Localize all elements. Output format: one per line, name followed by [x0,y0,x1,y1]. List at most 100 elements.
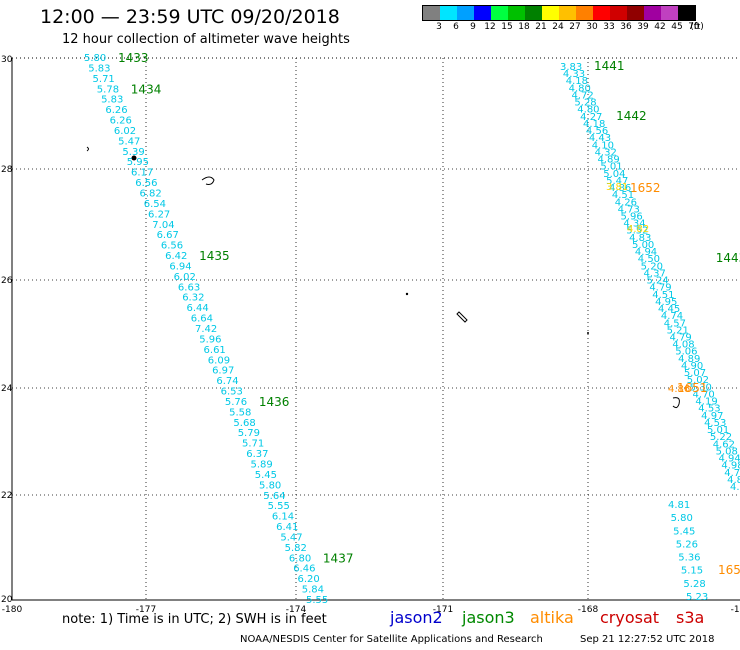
swh-value: 6.14 [272,512,294,523]
swh-value: 6.94 [169,261,191,272]
color-scale-tick: 36 [620,22,632,32]
swh-value: 6.02 [114,126,136,137]
swh-value: 5.71 [93,74,115,85]
swh-value: 5.36 [678,553,700,564]
legend-item-jason2: jason2 [390,608,443,627]
swh-value: 5.80 [84,53,106,64]
swh-value: 4.97 [701,411,723,422]
color-scale-tick: 21 [535,22,547,32]
latitude-label: 30 [1,55,13,65]
color-scale-tick: 42 [654,22,666,32]
swh-value: 5.04 [603,169,625,180]
note-text: note: 1) Time is in UTC; 2) SWH is in fe… [62,612,327,627]
swh-value: 4.32 [595,147,617,158]
swh-value: 4.81 [668,500,690,511]
swh-value: 4.74 [661,311,683,322]
island-shape [86,146,89,152]
swh-value: 4.50 [638,254,660,265]
swh-value: 6.64 [191,314,213,325]
swh-value: 4.98 [721,461,740,472]
swh-value: 4.73 [618,204,640,215]
color-swatch [559,6,576,20]
page-subtitle: 12 hour collection of altimeter wave hei… [62,32,350,47]
swh-value: 4.95 [655,297,677,308]
color-swatch [576,6,593,20]
color-swatch [593,6,610,20]
island-shape [672,397,680,409]
swh-value: 5.08 [716,446,738,457]
color-swatch [610,6,627,20]
color-swatch [440,6,457,20]
swh-value: 6.42 [165,251,187,262]
swh-value: 6.56 [161,241,183,252]
color-scale-tick: 18 [518,22,530,32]
swh-value: 6.67 [157,230,179,241]
swh-value: 5.80 [671,513,693,524]
swh-value: 4.94 [635,247,657,258]
color-swatch [508,6,525,20]
swh-value: 5.78 [97,84,119,95]
swh-value: 4.86 [727,475,740,486]
pass-time-label: 1441 [594,59,625,73]
swh-value: 5.55 [268,501,290,512]
swh-value: 4.62 [713,439,735,450]
pass-time-label: 1437 [323,551,354,565]
swh-value: 4.56 [586,126,608,137]
longitude-label: -168 [578,605,599,615]
swh-value: 4.86 [668,384,690,395]
swh-value: 6.41 [276,522,298,533]
swh-value: 5.07 [684,368,706,379]
longitude-label: -174 [286,605,307,615]
color-scale-tick: 70 [688,22,700,32]
swh-value: 6.02 [174,272,196,283]
swh-value: 4.80 [577,105,599,116]
swh-value: 7.04 [152,220,174,231]
color-swatch [457,6,474,20]
swh-value: 5.47 [118,136,140,147]
latitude-label: 24 [1,384,13,394]
swh-value: 5.15 [681,566,703,577]
swh-value: 4.57 [664,318,686,329]
page-title: 12:00 — 23:59 UTC 09/20/2018 [40,6,340,28]
color-scale-tick: 30 [586,22,598,32]
credit-text: NOAA/NESDIS Center for Satellite Applica… [240,634,543,645]
swh-value: 5.01 [707,425,729,436]
island-shape [405,292,409,296]
swh-value: 5.20 [641,261,663,272]
swh-value: 4.33 [563,69,585,80]
island-shape [456,311,468,323]
pass-time-label: 1433 [118,51,149,65]
latitude-label: 28 [1,165,13,175]
swh-value: 5.28 [683,579,705,590]
island-shape [587,332,589,334]
legend-item-jason3: jason3 [462,608,515,627]
color-swatch [542,6,559,20]
color-scale-tick: 15 [501,22,513,32]
swh-value: 4.18 [566,76,588,87]
swh-value: 4.26 [615,197,637,208]
swh-value: 5.28 [574,98,596,109]
color-scale-tick: 24 [552,22,564,32]
swh-value: 4.45 [658,304,680,315]
longitude-label: -16 [731,605,740,615]
swh-value: 4.27 [580,112,602,123]
color-scale-tick: 45 [671,22,683,32]
latitude-label: 22 [1,491,12,501]
swh-value: 4.34 [623,219,645,230]
swh-value: 5.26 [676,539,698,550]
color-scale-tick: 6 [453,22,459,32]
generated-timestamp: Sep 21 12:27:52 UTC 2018 [580,634,715,645]
swh-value: 5.64 [263,491,285,502]
swh-value: 5.68 [233,418,255,429]
longitude-label: -171 [433,605,453,615]
island-shape [201,176,215,185]
pass-time-label: 1434 [131,82,162,96]
swh-value: 4.08 [672,340,694,351]
swh-value: 4.70 [693,389,715,400]
swh-value: 5.58 [229,407,251,418]
swh-value: 6.61 [204,345,226,356]
swh-value: 5.84 [302,585,324,596]
color-scale-tick: 39 [637,22,649,32]
pass-time-label: 1651 [677,381,708,395]
swh-value: 4.82 [627,224,649,235]
